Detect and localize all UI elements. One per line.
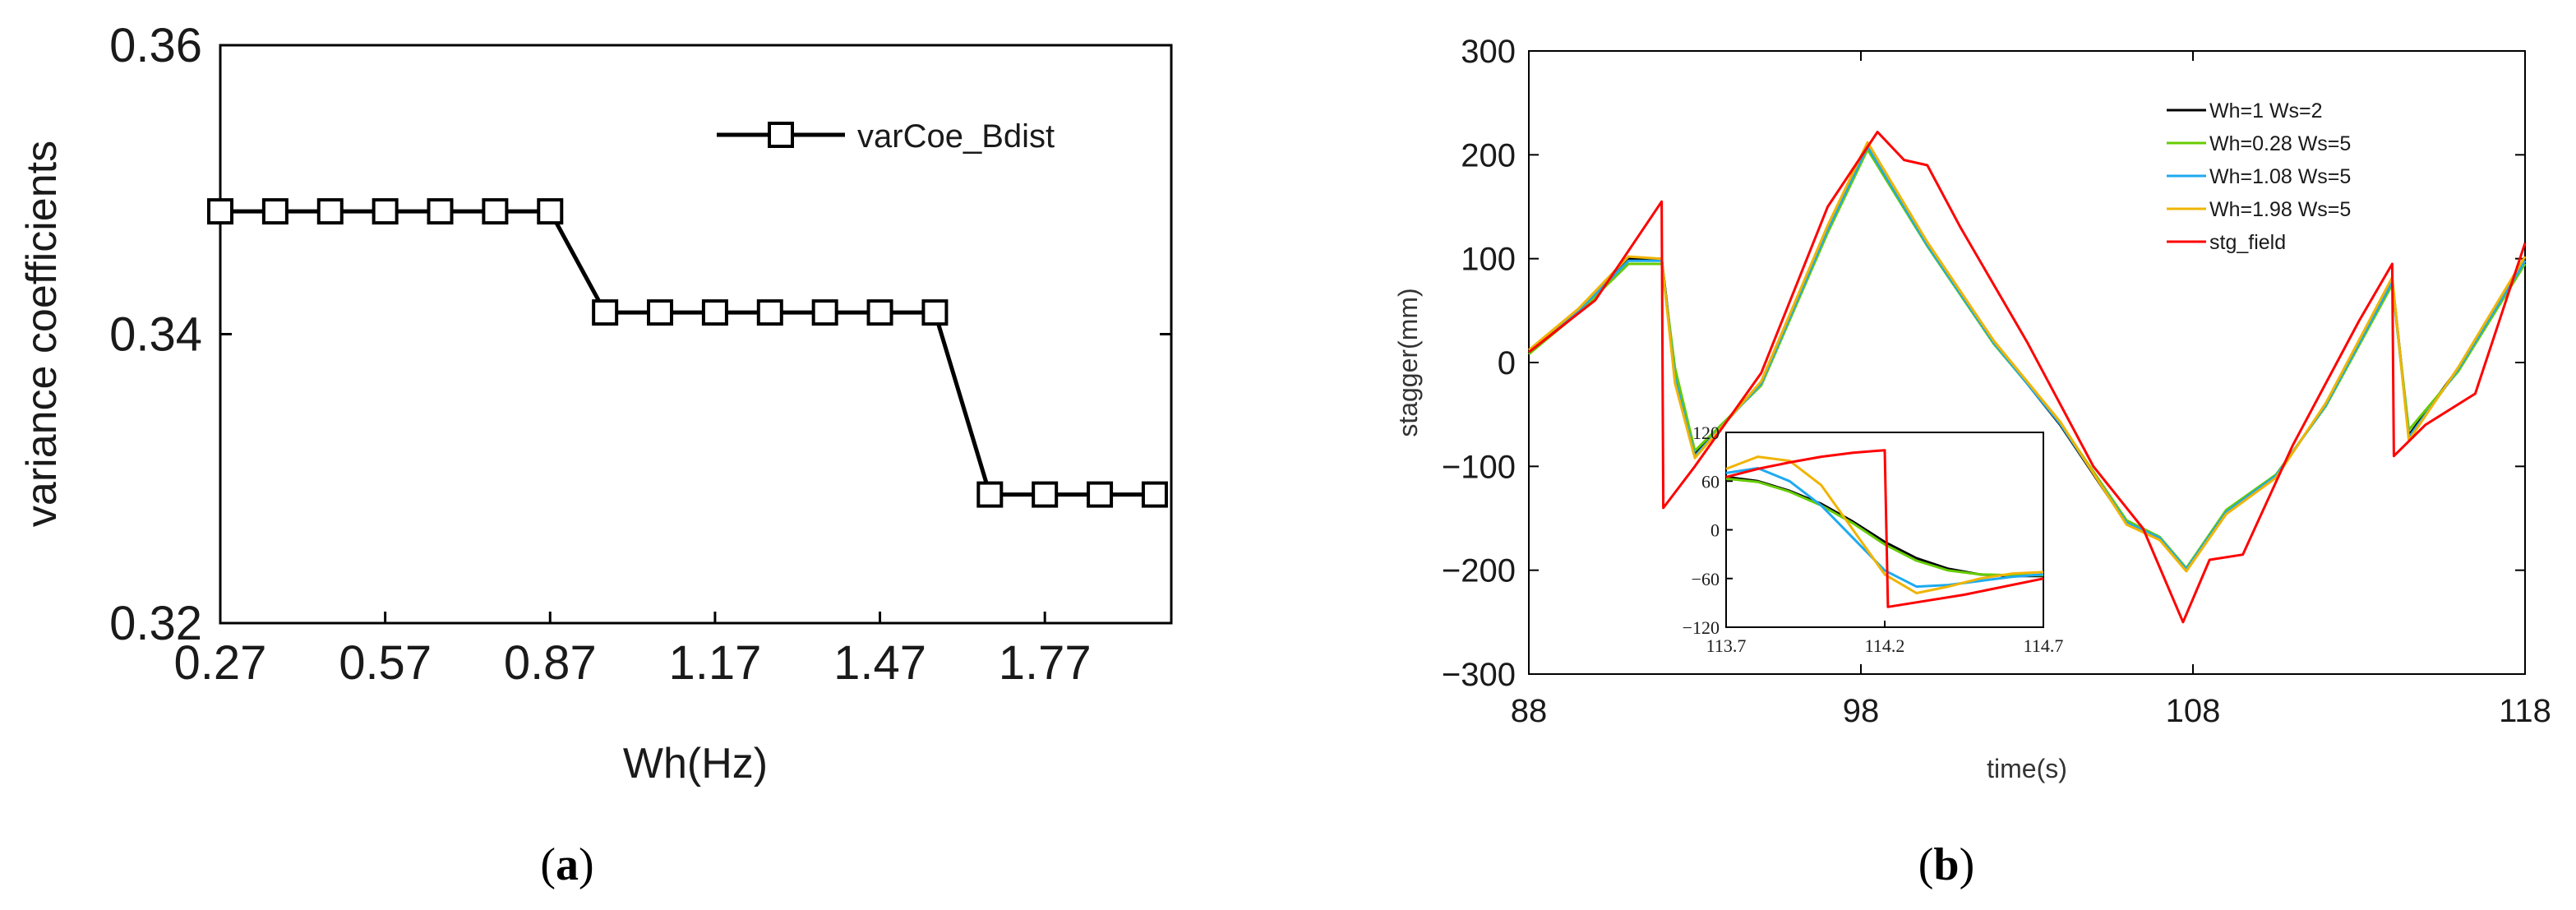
a-data-point [537,198,564,225]
b-xtick-label: 88 [1511,693,1548,729]
a-xtick-label: 0.27 [174,636,267,690]
a-data-point [756,299,783,326]
a-ytick-label: 0.34 [109,308,202,362]
inset-ytick-label: −120 [1683,617,1720,638]
caption-b-letter: b [1933,839,1959,890]
inset-xtick-label: 114.2 [1865,635,1905,656]
b-ytick-label: −300 [1442,657,1516,693]
legend-b: Wh=1 Ws=2 Wh=0.28 Ws=5 Wh=1.08 Ws=5 Wh=1.98… [2167,99,2351,254]
a-xtick-label: 0.57 [339,636,432,690]
a-xtick-label: 0.87 [504,636,597,690]
b-xtick-label: 98 [1843,693,1880,729]
a-series [207,198,1168,508]
inset-ytick-label: −60 [1692,569,1720,589]
b-xtick-label: 108 [2166,693,2221,729]
b-ytick-label: 100 [1461,242,1516,278]
a-data-point [811,299,838,326]
a-ytick-label: 0.36 [109,19,202,72]
a-xtick-label: 1.17 [668,636,761,690]
legend-b-label: Wh=0.28 Ws=5 [2209,132,2351,155]
b-ytick-label: 200 [1461,137,1516,173]
a-ytick-label: 0.32 [109,597,202,650]
a-data-point [316,198,344,225]
a-data-point [1087,481,1114,508]
legend-b-label: Wh=1.98 Ws=5 [2209,198,2351,221]
legend-a-label: varCoe_Bdist [857,118,1055,155]
inset-ytick-label: 60 [1701,471,1720,492]
caption-b: (b) [1918,839,1974,890]
a-xtick-label: 1.47 [833,636,926,690]
a-data-point [372,198,399,225]
legend-b-label: Wh=1.08 Ws=5 [2209,165,2351,188]
a-data-point [427,198,454,225]
a-data-point [207,198,233,225]
b-series-line [1528,131,2527,624]
plot-area-a [219,44,1173,625]
caption-a-open: ( [540,839,556,890]
a-xtick-label: 1.77 [999,636,1092,690]
panel-a: 0.27 0.57 0.87 1.17 1.47 1.77 0.32 0.34 0.36 var… [18,19,1173,890]
inset-ytick-label: 120 [1692,423,1720,443]
inset: 113.7 114.2 114.7 120 60 0 −60 −120 [1683,423,2064,656]
b-ytick-label: −100 [1442,449,1516,485]
inset-series-line [1725,467,2044,589]
caption-a: (a) [540,839,593,890]
inset-xtick-label: 114.7 [2024,635,2064,656]
legend-b-label: stg_field [2209,231,2286,254]
inset-xtick-label: 113.7 [1706,635,1747,656]
a-data-point [976,481,1004,508]
a-data-point [482,198,509,225]
b-ytick-label: 300 [1461,34,1516,70]
inset-series [1725,449,2044,608]
b-ticks: 88 98 108 118 300 200 100 0 −100 −200 −300 [1442,34,2551,729]
inset-ytick-label: 0 [1710,520,1720,541]
b-ytick-label: 0 [1498,345,1516,381]
a-data-point [592,299,619,326]
legend-a-marker [768,122,794,148]
b-ylabel: stagger(mm) [1393,288,1423,437]
b-ytick-label: −200 [1442,553,1516,589]
b-xtick-label: 118 [2499,693,2551,729]
a-xlabel: Wh(Hz) [623,740,768,788]
caption-a-letter: a [556,839,579,890]
b-series-line [1528,141,2527,573]
inset-ticks: 113.7 114.2 114.7 120 60 0 −60 −120 [1683,423,2064,656]
legend-a: varCoe_Bdist [717,118,1055,155]
a-ticks: 0.27 0.57 0.87 1.17 1.47 1.77 0.32 0.34 0.36 [109,19,1171,690]
legend-b-label: Wh=1 Ws=2 [2209,99,2323,122]
b-xlabel: time(s) [1987,754,2067,783]
a-data-point [1032,481,1059,508]
caption-a-close: ) [579,839,594,890]
caption-b-close: ) [1960,839,1975,890]
a-data-point [701,299,728,326]
inset-series-line [1725,455,2044,594]
a-data-point [647,299,674,326]
a-data-point [866,299,893,326]
b-series [1528,131,2527,624]
a-ylabel: variance coefficients [18,141,66,527]
inset-series-line [1725,477,2043,577]
a-data-point [921,299,949,326]
caption-b-open: ( [1918,839,1934,890]
a-data-point [1141,481,1168,508]
a-data-point [261,198,289,225]
inset-series-line [1725,449,2044,608]
